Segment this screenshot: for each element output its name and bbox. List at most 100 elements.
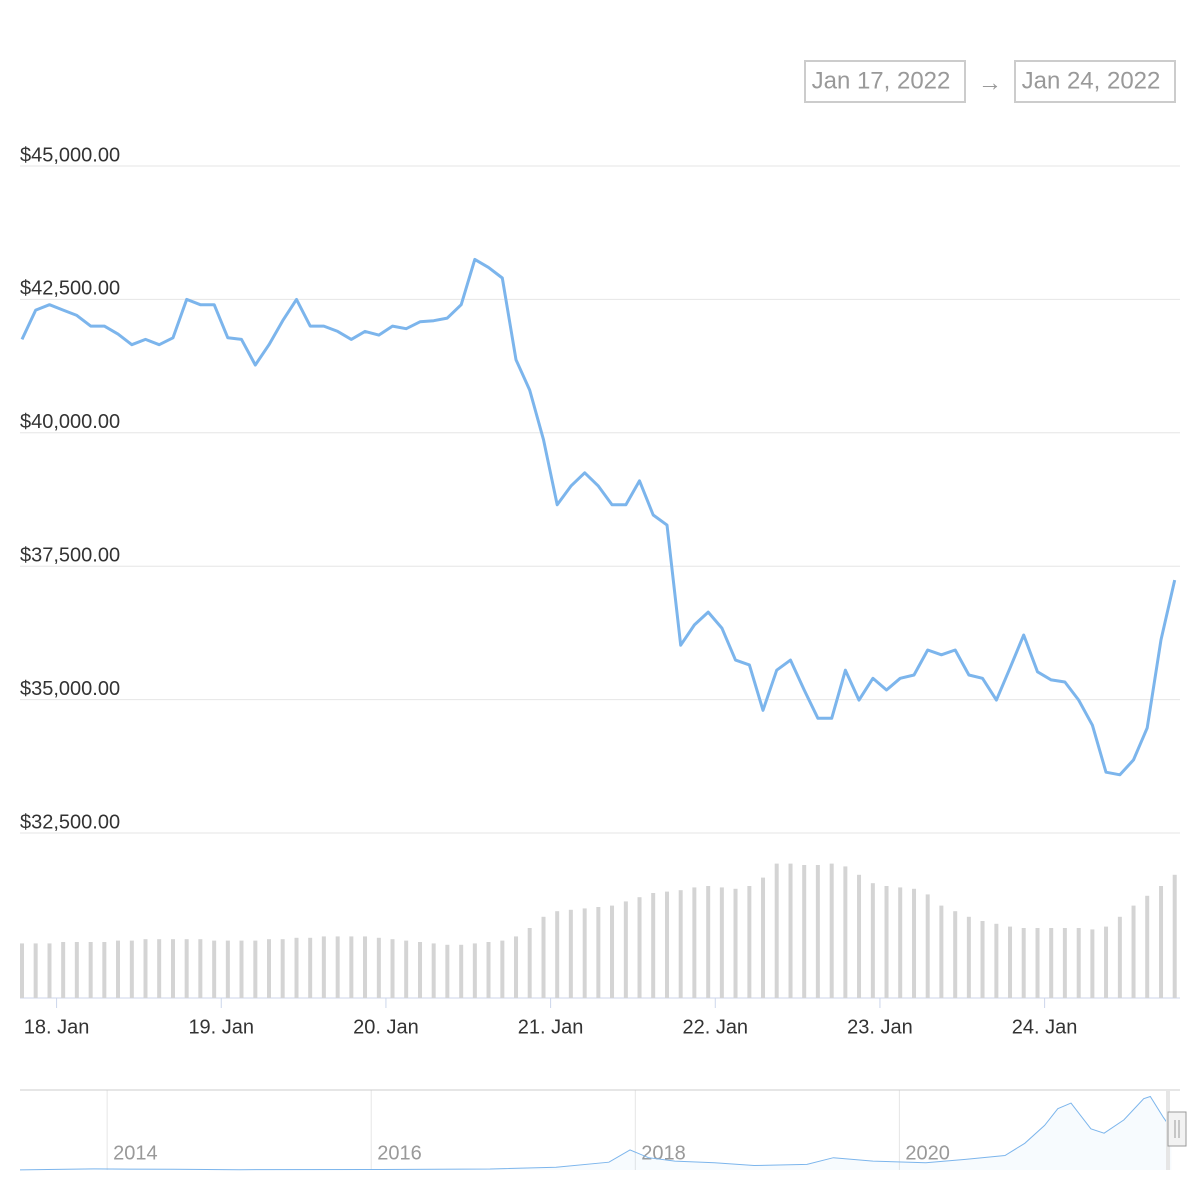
volume-bar bbox=[88, 942, 93, 998]
volume-bar bbox=[116, 940, 121, 998]
volume-bar bbox=[815, 865, 820, 998]
volume-bar bbox=[486, 942, 491, 998]
volume-bar bbox=[294, 937, 299, 998]
y-tick-label: $32,500.00 bbox=[20, 811, 120, 833]
volume-bar bbox=[157, 939, 162, 998]
volume-bar bbox=[1090, 929, 1095, 998]
volume-bar bbox=[212, 940, 217, 998]
volume-bar bbox=[1008, 926, 1013, 998]
y-tick-label: $35,000.00 bbox=[20, 678, 120, 700]
volume-bar bbox=[129, 940, 134, 998]
volume-bar bbox=[953, 911, 958, 998]
volume-bar bbox=[747, 886, 752, 998]
volume-bar bbox=[706, 886, 711, 998]
volume-bar bbox=[623, 901, 628, 998]
x-tick-label: 22. Jan bbox=[682, 1016, 748, 1038]
volume-bar bbox=[74, 942, 79, 998]
navigator-tick-label: 2016 bbox=[377, 1142, 422, 1164]
volume-bar bbox=[665, 891, 670, 998]
x-tick-label: 20. Jan bbox=[353, 1016, 419, 1038]
volume-bar bbox=[143, 939, 148, 998]
volume-bar bbox=[1062, 928, 1067, 998]
volume-bar bbox=[568, 909, 573, 998]
navigator-tick-label: 2018 bbox=[641, 1142, 686, 1164]
volume-bar bbox=[1049, 928, 1054, 998]
volume-bar bbox=[829, 863, 834, 998]
volume-bar bbox=[349, 936, 354, 998]
volume-bar bbox=[500, 940, 505, 998]
volume-bar bbox=[843, 866, 848, 998]
volume-bar bbox=[1035, 928, 1040, 998]
volume-bar bbox=[390, 939, 395, 998]
volume-bar bbox=[445, 944, 450, 998]
volume-bar bbox=[884, 886, 889, 998]
x-tick-label: 23. Jan bbox=[847, 1016, 913, 1038]
volume-bar bbox=[239, 940, 244, 998]
navigator-tick-label: 2014 bbox=[113, 1142, 158, 1164]
volume-bar bbox=[527, 928, 532, 998]
volume-bar bbox=[253, 940, 258, 998]
price-line bbox=[20, 257, 1177, 777]
volume-bar bbox=[802, 865, 807, 998]
volume-bar bbox=[404, 940, 409, 998]
navigator-area bbox=[20, 1096, 1172, 1170]
from-date-input[interactable] bbox=[804, 60, 966, 103]
volume-bar bbox=[20, 943, 24, 998]
volume-bar bbox=[637, 897, 642, 998]
volume-bar bbox=[225, 940, 230, 998]
volume-bar bbox=[596, 907, 601, 998]
volume-bar bbox=[418, 942, 423, 998]
from-date[interactable]: Jan 17, 2022 bbox=[812, 67, 951, 94]
volume-bar bbox=[651, 893, 656, 998]
volume-bar bbox=[1159, 886, 1164, 998]
y-tick-label: $37,500.00 bbox=[20, 544, 120, 566]
volume-bar bbox=[1172, 874, 1177, 998]
to-date[interactable]: Jan 24, 2022 bbox=[1022, 67, 1161, 94]
volume-bar bbox=[1131, 905, 1136, 998]
volume-bar bbox=[870, 883, 875, 998]
x-tick-label: 21. Jan bbox=[518, 1016, 584, 1038]
navigator-line bbox=[19, 1095, 1172, 1171]
volume-bar bbox=[1104, 926, 1109, 998]
x-tick-label: 18. Jan bbox=[24, 1016, 90, 1038]
volume-bar bbox=[925, 894, 930, 998]
volume-bar bbox=[761, 877, 766, 998]
volume-bar bbox=[321, 936, 326, 998]
volume-bar bbox=[939, 905, 944, 998]
volume-bar bbox=[719, 887, 724, 998]
volume-bar bbox=[1117, 916, 1122, 998]
x-tick-label: 19. Jan bbox=[188, 1016, 254, 1038]
volume-bar bbox=[184, 939, 189, 998]
volume-bar bbox=[102, 942, 107, 998]
volume-bar bbox=[363, 936, 368, 998]
volume-bar bbox=[582, 908, 587, 998]
volume-bar bbox=[171, 939, 176, 998]
volume-bar bbox=[555, 911, 560, 998]
volume-bar bbox=[1076, 928, 1081, 998]
volume-bar bbox=[514, 936, 519, 998]
x-tick-label: 24. Jan bbox=[1012, 1016, 1078, 1038]
volume-bar bbox=[788, 863, 793, 998]
volume-bar bbox=[966, 916, 971, 998]
volume-bar bbox=[912, 888, 917, 998]
volume-bar bbox=[1021, 928, 1026, 998]
volume-bar bbox=[61, 942, 66, 998]
volume-bar bbox=[308, 937, 313, 998]
volume-bar bbox=[33, 943, 38, 998]
volume-bar bbox=[774, 863, 779, 998]
volume-bar bbox=[692, 887, 697, 998]
to-date-input[interactable] bbox=[1014, 60, 1176, 103]
volume-bar bbox=[678, 890, 683, 998]
volume-bar bbox=[898, 887, 903, 998]
volume-bar bbox=[335, 936, 340, 998]
volume-bar bbox=[376, 937, 381, 998]
volume-bar bbox=[541, 916, 546, 998]
volume-bar bbox=[431, 943, 436, 998]
volume-bar bbox=[610, 905, 615, 998]
y-tick-label: $45,000.00 bbox=[20, 144, 120, 166]
range-arrow: → bbox=[978, 69, 1002, 96]
volume-bar bbox=[459, 944, 464, 998]
volume-bar bbox=[280, 939, 285, 998]
navigator-handle[interactable] bbox=[1167, 1111, 1187, 1147]
